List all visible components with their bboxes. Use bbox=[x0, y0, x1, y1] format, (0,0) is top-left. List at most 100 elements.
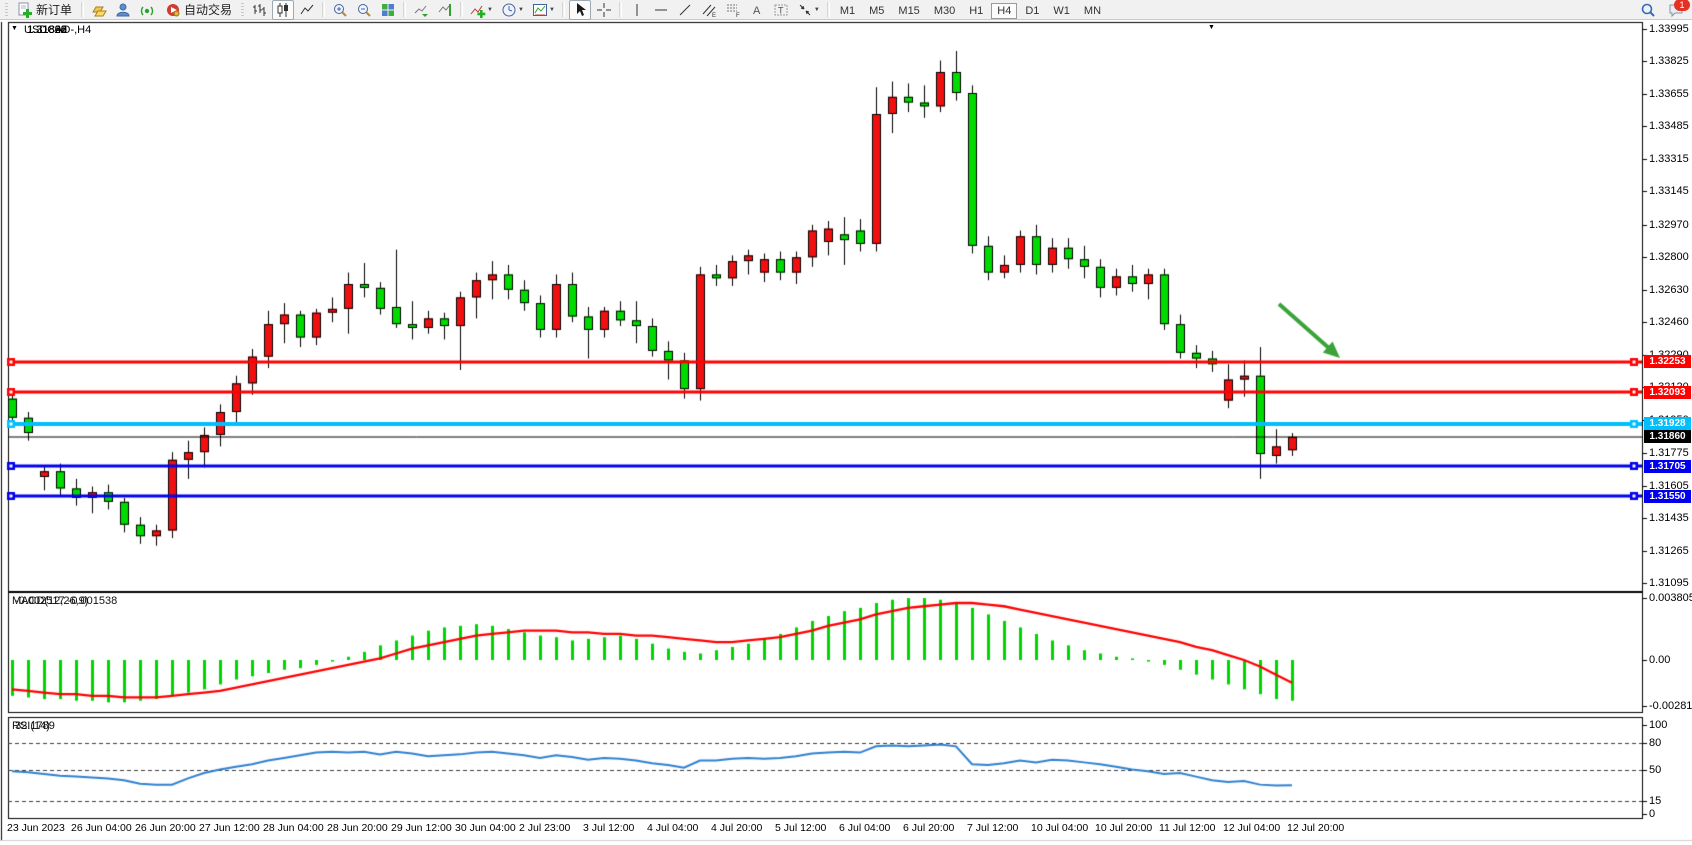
time-axis-label: 6 Jul 04:00 bbox=[839, 822, 891, 834]
equidistant-channel-icon: E bbox=[702, 4, 716, 18]
bid-price-tag: 1.31860 bbox=[1644, 430, 1691, 444]
clock-icon bbox=[502, 3, 516, 16]
price-axis-label: 1.33655 bbox=[1649, 87, 1689, 100]
chart-expand-arrow-icon[interactable]: ▼ bbox=[1208, 24, 1215, 31]
time-axis-label: 29 Jun 12:00 bbox=[391, 822, 452, 834]
trendline-tool-button[interactable] bbox=[674, 0, 696, 20]
zoom-out-icon bbox=[358, 3, 371, 17]
crosshair-tool-button[interactable] bbox=[593, 0, 615, 20]
macd-axis-label: 0.00 bbox=[1649, 654, 1671, 666]
line-chart-button[interactable] bbox=[296, 0, 318, 20]
price-axis-label: 1.31775 bbox=[1649, 447, 1689, 460]
rsi-axis-label: 80 bbox=[1649, 736, 1662, 749]
bar-chart-button[interactable] bbox=[248, 0, 270, 20]
time-axis-label: 27 Jun 12:00 bbox=[199, 822, 260, 834]
toolbar-separator bbox=[826, 2, 830, 17]
candlestick-icon bbox=[277, 2, 289, 17]
time-axis-label: 10 Jul 20:00 bbox=[1095, 822, 1153, 834]
time-axis-label: 30 Jun 04:00 bbox=[455, 822, 516, 834]
main-toolbar: 新订单 自动交易 bbox=[0, 0, 1692, 20]
autotrading-button[interactable]: 自动交易 bbox=[160, 0, 237, 20]
time-axis-label: 5 Jul 12:00 bbox=[775, 822, 827, 834]
text-label-tool-button[interactable]: T bbox=[770, 0, 792, 20]
chart-title-arrow-icon[interactable]: ▼ bbox=[11, 25, 18, 32]
price-axis-label: 1.31605 bbox=[1649, 479, 1689, 492]
cursor-icon bbox=[576, 2, 586, 16]
new-order-label: 新订单 bbox=[36, 3, 73, 17]
zoom-out-button[interactable] bbox=[353, 0, 375, 20]
text-tool-button[interactable]: A bbox=[746, 0, 768, 20]
horizontal-line-tool-button[interactable] bbox=[650, 0, 672, 20]
candlestick-chart-button[interactable] bbox=[272, 0, 295, 20]
toolbar-right-group: 1 bbox=[1636, 0, 1690, 20]
line-chart-icon bbox=[300, 4, 314, 14]
notification-badge: 1 bbox=[1674, 0, 1690, 11]
price-axis-label: 1.31265 bbox=[1649, 544, 1689, 557]
price-axis-label: 1.32460 bbox=[1649, 316, 1689, 329]
timeframe-button-H4[interactable]: H4 bbox=[991, 2, 1018, 19]
vertical-line-icon bbox=[636, 3, 638, 16]
fibonacci-tool-button[interactable]: F bbox=[722, 0, 744, 20]
arrows-tool-button[interactable]: ▼ bbox=[794, 0, 823, 20]
periods-button[interactable]: ▼ bbox=[498, 0, 527, 20]
price-axis-label: 1.32970 bbox=[1649, 218, 1689, 231]
price-axis-label: 1.33145 bbox=[1649, 185, 1689, 198]
rsi-axis-label: 50 bbox=[1649, 763, 1662, 776]
ohlc-open: 1.31828 bbox=[27, 24, 67, 36]
time-axis-label: 26 Jun 20:00 bbox=[135, 822, 196, 834]
timeframe-button-M30[interactable]: M30 bbox=[933, 4, 956, 17]
price-axis-label: 1.31095 bbox=[1649, 577, 1689, 589]
text-icon: A bbox=[753, 5, 761, 17]
timeframe-button-H1[interactable]: H1 bbox=[969, 4, 984, 17]
toolbar-grip bbox=[5, 2, 8, 17]
macd-indicator-label: MACD(12,26,9) -0.002517 -0.001538 bbox=[12, 595, 118, 607]
timeframe-button-MN[interactable]: MN bbox=[1083, 4, 1102, 17]
timeframe-button-M15[interactable]: M15 bbox=[898, 4, 920, 17]
hline-price-tag: 1.31550 bbox=[1644, 489, 1691, 503]
toolbar-separator bbox=[322, 2, 326, 17]
auto-scroll-button[interactable] bbox=[410, 0, 432, 20]
chart-shift-button[interactable] bbox=[434, 0, 456, 20]
signal-icon bbox=[140, 6, 154, 15]
deposit-button[interactable] bbox=[88, 0, 110, 20]
autotrading-label: 自动交易 bbox=[184, 3, 233, 17]
svg-text:T: T bbox=[778, 5, 784, 15]
rsi-axis-label: 15 bbox=[1649, 794, 1662, 807]
new-order-icon bbox=[18, 2, 32, 18]
price-axis-label: 1.32630 bbox=[1649, 283, 1689, 296]
rsi-indicator-label: RSI(14) 32.1789 bbox=[12, 720, 55, 732]
time-axis-label: 10 Jul 04:00 bbox=[1031, 822, 1089, 834]
svg-text:E: E bbox=[712, 13, 716, 18]
search-button[interactable] bbox=[1637, 0, 1659, 20]
price-axis-label: 1.33825 bbox=[1649, 55, 1689, 68]
notifications-button[interactable]: 1 bbox=[1668, 0, 1690, 18]
community-button[interactable] bbox=[112, 0, 134, 20]
crosshair-icon bbox=[596, 2, 611, 17]
vertical-line-tool-button[interactable] bbox=[626, 0, 648, 20]
chart-title: USDCAD-,H4 1.31828 1.31862 1.31826 1.318… bbox=[24, 24, 91, 36]
equidistant-channel-tool-button[interactable]: E bbox=[698, 0, 720, 20]
template-icon bbox=[532, 3, 547, 16]
timeframe-button-M5[interactable]: M5 bbox=[869, 4, 885, 17]
time-axis-label: 3 Jul 12:00 bbox=[583, 822, 635, 834]
time-axis-label: 7 Jul 12:00 bbox=[967, 822, 1019, 834]
new-order-button[interactable]: 新订单 bbox=[12, 0, 77, 20]
signals-button[interactable] bbox=[136, 0, 158, 20]
timeframe-button-M1[interactable]: M1 bbox=[839, 4, 856, 17]
toolbar-separator bbox=[81, 2, 85, 17]
zoom-in-button[interactable] bbox=[329, 0, 351, 20]
autotrading-icon bbox=[167, 3, 180, 16]
price-axis-label: 1.33315 bbox=[1649, 152, 1689, 165]
cursor-tool-button[interactable] bbox=[568, 0, 591, 20]
indicators-icon bbox=[470, 5, 486, 18]
timeframe-button-W1[interactable]: W1 bbox=[1053, 4, 1070, 17]
ohlc-high: 1.31862 bbox=[27, 24, 67, 36]
svg-text:A: A bbox=[753, 5, 761, 17]
tile-windows-button[interactable] bbox=[377, 0, 399, 20]
chart-shift-icon bbox=[438, 3, 452, 16]
horizontal-line-icon bbox=[654, 9, 667, 10]
templates-button[interactable]: ▼ bbox=[529, 0, 558, 20]
timeframe-button-D1[interactable]: D1 bbox=[1025, 4, 1040, 17]
indicators-button[interactable]: ▼ bbox=[467, 0, 496, 20]
